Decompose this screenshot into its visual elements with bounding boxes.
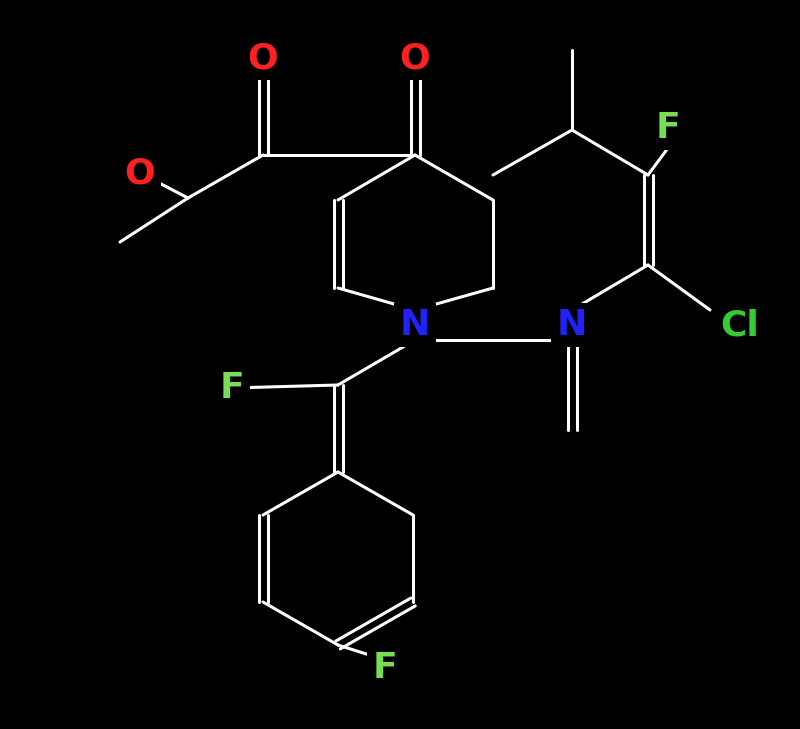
Text: Cl: Cl [721,308,759,342]
Text: F: F [373,651,398,685]
Text: O: O [248,41,278,75]
Text: N: N [400,308,430,342]
Text: O: O [125,156,155,190]
Text: O: O [400,41,430,75]
Text: F: F [220,371,244,405]
Text: F: F [656,111,680,145]
Text: N: N [557,308,587,342]
